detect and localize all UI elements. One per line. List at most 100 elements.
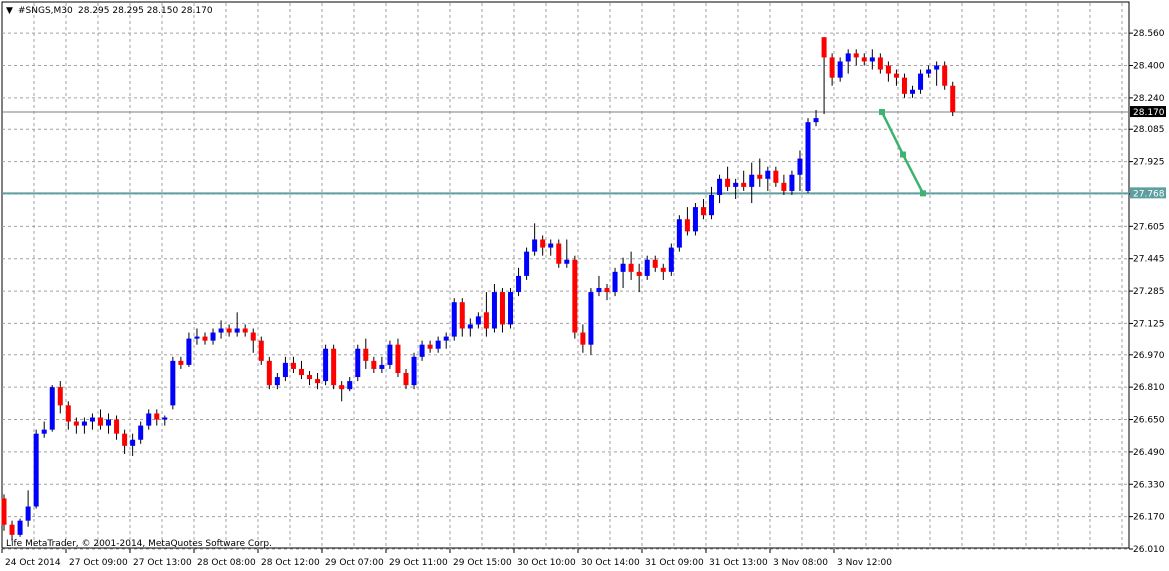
- candle-body: [709, 194, 715, 216]
- candle-body: [901, 77, 907, 94]
- candle: [65, 401, 71, 430]
- candle-body: [122, 433, 128, 446]
- candle: [516, 267, 522, 297]
- candle: [668, 243, 674, 276]
- candle-body: [540, 239, 546, 248]
- candle: [773, 166, 779, 187]
- menu-arrow-icon[interactable]: ▼: [6, 6, 13, 16]
- candle: [652, 255, 658, 272]
- candle: [749, 162, 755, 204]
- candle-body: [644, 259, 650, 276]
- candle-body: [692, 207, 698, 232]
- candle-body: [628, 263, 634, 272]
- candle-body: [845, 53, 851, 62]
- x-tick-label: 29 Oct 07:00: [325, 558, 384, 568]
- candle: [628, 251, 634, 280]
- candle-body: [298, 368, 304, 376]
- y-tick-label: 27.445: [1133, 255, 1165, 265]
- candle-body: [218, 328, 224, 333]
- candle-body: [443, 336, 449, 341]
- candle: [403, 368, 409, 390]
- candle-body: [516, 275, 522, 293]
- x-tick-label: 28 Oct 08:00: [197, 558, 256, 568]
- candle: [97, 409, 103, 430]
- candle-body: [339, 385, 345, 390]
- candle-body: [363, 348, 369, 361]
- candle: [918, 69, 924, 94]
- candle-body: [572, 259, 578, 333]
- candle: [146, 409, 152, 430]
- candle: [604, 283, 610, 301]
- candle-body: [307, 375, 313, 380]
- candle-body: [355, 348, 361, 378]
- bid-price-tag: 28.170: [1133, 108, 1165, 118]
- forecast-point: [920, 190, 926, 197]
- candle-body: [660, 267, 666, 272]
- candle: [57, 381, 63, 414]
- candle-body: [202, 336, 208, 341]
- candle: [387, 340, 393, 369]
- candle-body: [234, 328, 240, 333]
- candle-body: [942, 65, 948, 86]
- candle: [684, 207, 690, 236]
- candle: [379, 356, 385, 373]
- candle: [636, 263, 642, 293]
- x-axis: 24 Oct 2014 27 Oct 09:00 27 Oct 13:00 28 Oc…: [1, 549, 892, 568]
- x-tick-label: 30 Oct 14:00: [581, 558, 640, 568]
- y-tick-label: 27.925: [1133, 158, 1165, 168]
- candle: [451, 298, 457, 341]
- candle: [572, 255, 578, 339]
- candle: [395, 338, 401, 378]
- candle-body: [371, 360, 377, 369]
- candle-body: [226, 328, 232, 333]
- candle: [853, 49, 859, 66]
- candle: [73, 417, 79, 434]
- candle-body: [266, 360, 272, 386]
- candle-body: [290, 362, 296, 369]
- candle-body: [636, 271, 642, 276]
- candle-body: [1, 498, 7, 525]
- candle-body: [170, 360, 176, 406]
- candle: [323, 344, 329, 386]
- candle: [33, 429, 39, 509]
- candle-body: [65, 405, 71, 422]
- candle-body: [676, 219, 682, 248]
- price-levels: [2, 111, 1129, 195]
- candle-body: [918, 73, 924, 90]
- candle-body: [733, 182, 739, 187]
- y-tick-label: 26.970: [1133, 351, 1165, 361]
- candle: [564, 239, 570, 268]
- candle: [548, 239, 554, 256]
- candle-body: [210, 332, 216, 341]
- candle-body: [435, 340, 441, 349]
- candle-body: [427, 344, 433, 349]
- y-tick-label: 26.490: [1133, 448, 1165, 458]
- candle: [371, 356, 377, 373]
- y-tick-label: 26.010: [1133, 545, 1165, 555]
- candle: [282, 356, 288, 382]
- candle: [765, 166, 771, 191]
- y-tick-label: 26.650: [1133, 416, 1165, 426]
- candle: [942, 61, 948, 90]
- candle: [556, 239, 562, 268]
- candle-body: [106, 419, 112, 426]
- candle: [612, 267, 618, 297]
- candle: [443, 332, 449, 349]
- candle: [363, 338, 369, 369]
- candle: [210, 328, 216, 345]
- candle: [741, 170, 747, 191]
- candle-body: [81, 421, 87, 426]
- candles: [1, 37, 956, 541]
- candle-body: [765, 170, 771, 179]
- candle-body: [49, 387, 55, 430]
- candle-body: [57, 387, 63, 406]
- candle-body: [387, 344, 393, 365]
- candle: [266, 356, 272, 390]
- candle-body: [467, 324, 473, 329]
- candle-body: [508, 292, 514, 325]
- candle: [242, 324, 248, 337]
- y-tick-label: 28.560: [1133, 29, 1165, 39]
- candle-body: [789, 174, 795, 191]
- candle: [419, 340, 425, 361]
